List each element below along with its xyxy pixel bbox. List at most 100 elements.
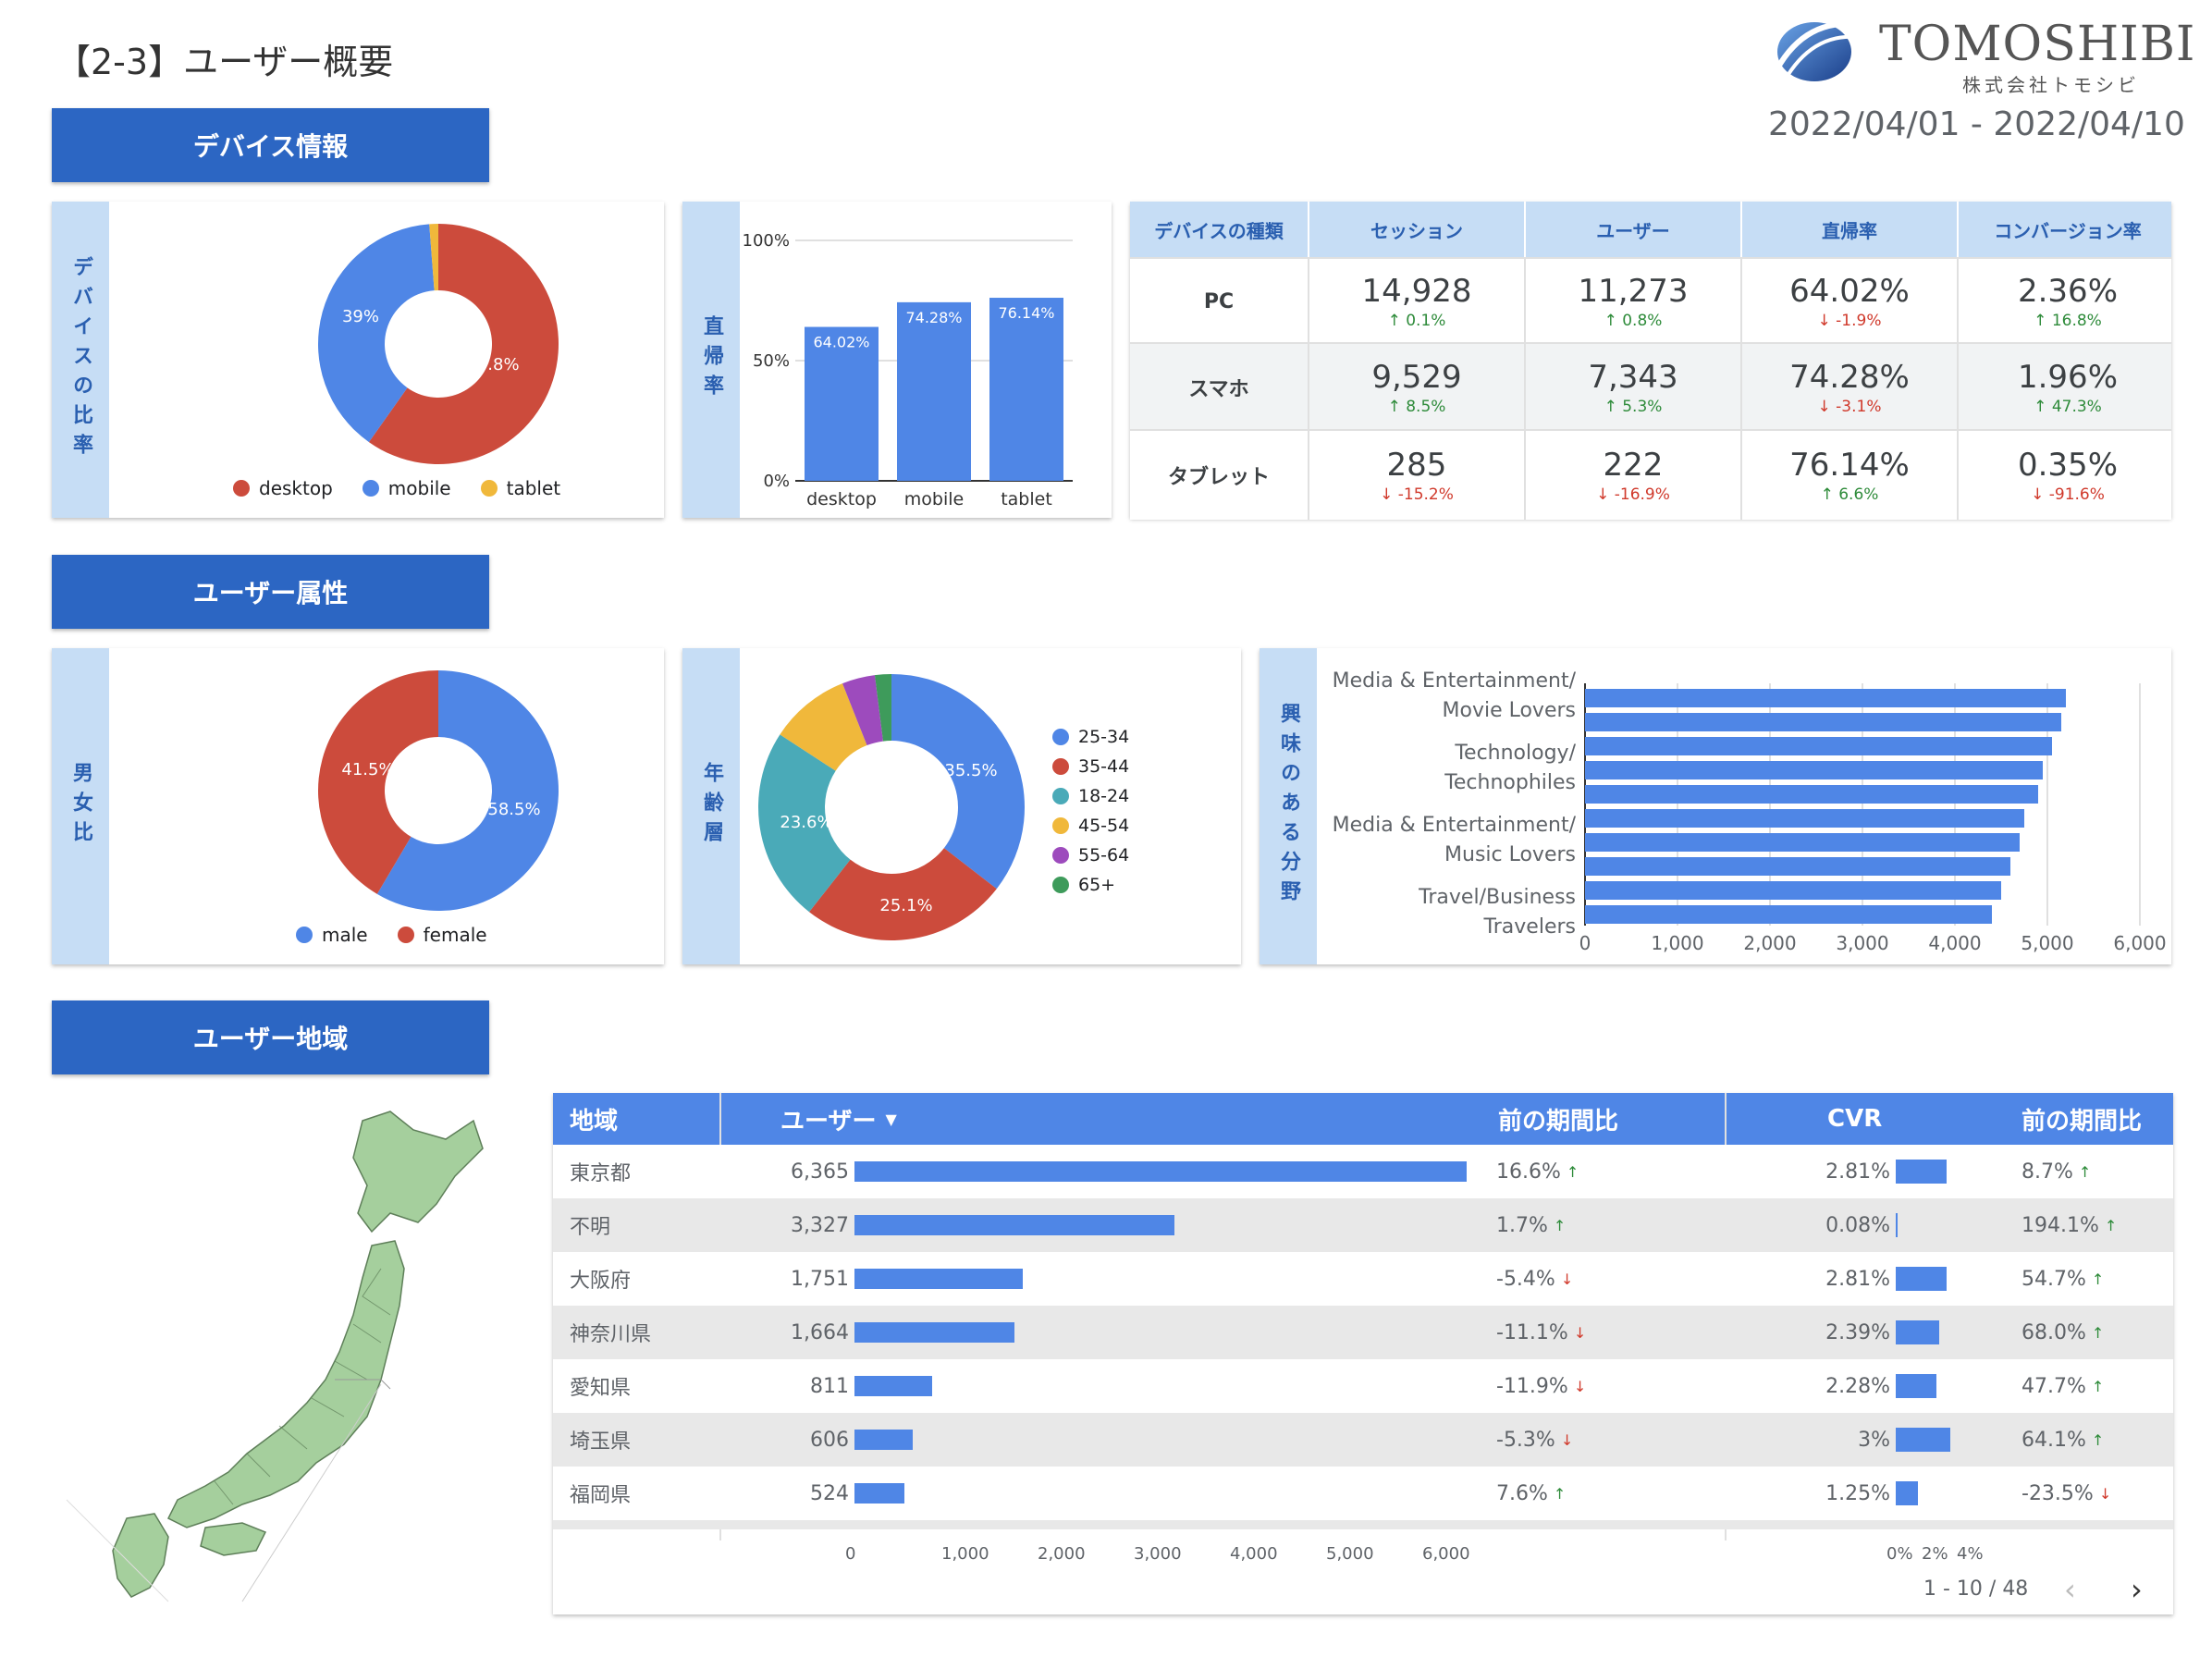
- device-table-row[interactable]: タブレット 285 ↓ -15.2% 222 ↓ -16.9% 76.14% ↑ 6.6% 0…: [1130, 429, 2171, 520]
- col-region-prev2[interactable]: 前の期間比: [2022, 1107, 2143, 1135]
- legend-item[interactable]: tablet: [480, 477, 560, 499]
- region-users-value: 606: [810, 1428, 849, 1452]
- col-region[interactable]: 地域: [570, 1107, 619, 1135]
- device-pie-chart[interactable]: 59.8% 39%: [109, 202, 664, 470]
- pie-slice[interactable]: [318, 224, 435, 443]
- region-cvr-value: 2.39%: [1825, 1320, 1890, 1344]
- bar[interactable]: [989, 298, 1063, 481]
- bar[interactable]: [1585, 785, 2038, 804]
- users-bar[interactable]: [854, 1376, 933, 1396]
- japan-map[interactable]: [48, 1084, 529, 1620]
- col-region-prev[interactable]: 前の期間比: [1498, 1107, 1619, 1135]
- users-bar[interactable]: [854, 1269, 1024, 1289]
- bar[interactable]: [1585, 737, 2052, 755]
- col-users[interactable]: ユーザー: [1526, 202, 1742, 257]
- pie-slice[interactable]: [376, 670, 559, 911]
- bar[interactable]: [1585, 761, 2043, 779]
- legend-item[interactable]: mobile: [362, 477, 451, 499]
- legend-item[interactable]: desktop: [233, 477, 333, 499]
- bar[interactable]: [897, 301, 971, 481]
- pie-slice[interactable]: [758, 734, 851, 913]
- legend-item[interactable]: 18-24: [1052, 781, 1129, 811]
- region-row[interactable]: 埼玉県 606 -5.3% ↓ 3% 64.1% ↑: [553, 1413, 2173, 1467]
- users-axis-tick: 0: [845, 1544, 856, 1564]
- bar[interactable]: [1585, 881, 2001, 900]
- legend-item[interactable]: 35-44: [1052, 752, 1129, 781]
- cvr-bar[interactable]: [1896, 1320, 1939, 1344]
- pie-slice[interactable]: [318, 670, 438, 894]
- legend-item[interactable]: 25-34: [1052, 722, 1129, 752]
- bar[interactable]: [1585, 713, 2061, 731]
- cvr-bar[interactable]: [1896, 1428, 1950, 1452]
- x-tick: 2,000: [1743, 932, 1796, 954]
- pie-slice[interactable]: [874, 674, 891, 742]
- col-region-users[interactable]: ユーザー ▼: [780, 1107, 897, 1135]
- cvr-bar[interactable]: [1896, 1160, 1947, 1184]
- legend-item[interactable]: 55-64: [1052, 841, 1129, 870]
- region-row[interactable]: 福岡県 524 7.6% ↑ 1.25% -23.5% ↓: [553, 1467, 2173, 1520]
- gender-pie-chart[interactable]: 58.5% 41.5%: [109, 648, 664, 916]
- pie-slice[interactable]: [891, 674, 1025, 890]
- region-cvr-value: 0.08%: [1825, 1213, 1890, 1237]
- legend-dot-icon: [362, 480, 379, 497]
- pie-slice[interactable]: [429, 224, 438, 291]
- cvr-bar[interactable]: [1896, 1374, 1937, 1398]
- bar[interactable]: [1585, 833, 2020, 852]
- bar[interactable]: [1585, 809, 2024, 828]
- legend-item[interactable]: 45-54: [1052, 811, 1129, 841]
- logo-mark-icon: [1767, 20, 1858, 88]
- cvr-bar[interactable]: [1896, 1267, 1947, 1291]
- pie-label: 23.6%: [780, 813, 832, 832]
- region-row[interactable]: 不明 3,327 1.7% ↑ 0.08% 194.1% ↑: [553, 1198, 2173, 1252]
- users-bar[interactable]: [854, 1322, 1015, 1343]
- col-conversion[interactable]: コンバージョン率: [1994, 219, 2142, 242]
- cvr-bar[interactable]: [1896, 1481, 1919, 1505]
- map-shikoku: [200, 1522, 267, 1556]
- pie-slice[interactable]: [780, 683, 867, 771]
- legend-item[interactable]: male: [296, 924, 368, 946]
- users-bar[interactable]: [854, 1430, 914, 1450]
- date-range[interactable]: 2022/04/01 - 2022/04/10: [1768, 105, 2185, 143]
- region-row[interactable]: 神奈川県 1,664 -11.1% ↓ 2.39% 68.0% ↑: [553, 1306, 2173, 1359]
- bar[interactable]: [1585, 689, 2066, 707]
- pie-slice[interactable]: [809, 848, 997, 940]
- arrow-down-icon: ↓: [1573, 1323, 1587, 1342]
- bar[interactable]: [1585, 905, 1992, 924]
- device-table-row[interactable]: PC 14,928 ↑ 0.1% 11,273 ↑ 0.8% 64.02% ↓ -1.9% 2…: [1130, 257, 2171, 344]
- cvr-bar[interactable]: [1896, 1213, 1898, 1237]
- legend-item[interactable]: female: [397, 924, 487, 946]
- users-axis-tick: 5,000: [1326, 1544, 1374, 1564]
- next-page-button[interactable]: ›: [2131, 1572, 2143, 1607]
- region-prev-change: 16.6% ↑: [1496, 1160, 1579, 1184]
- users-bar[interactable]: [854, 1215, 1175, 1235]
- pie-slice[interactable]: [368, 224, 559, 464]
- users-axis-tick: 6,000: [1422, 1544, 1470, 1564]
- interest-bar-chart[interactable]: 0 1,000 2,000 3,000 4,000 5,000 6,000 Media & E…: [1317, 648, 2171, 964]
- bounce-bar-chart[interactable]: 100% 50% 0% 64.02% 74.28% 76.14% desktop m…: [740, 202, 1112, 518]
- region-row[interactable]: 大阪府 1,751 -5.4% ↓ 2.81% 54.7% ↑: [553, 1252, 2173, 1306]
- bar[interactable]: [1585, 857, 2010, 876]
- y-category-label: Media & Entertainment/: [1333, 669, 1577, 693]
- region-row[interactable]: 東京都 6,365 16.6% ↑ 2.81% 8.7% ↑: [553, 1145, 2173, 1198]
- users-bar[interactable]: [854, 1161, 1467, 1182]
- device-table-row[interactable]: スマホ 9,529 ↑ 8.5% 7,343 ↑ 5.3% 74.28% ↓ -3.1% 1.…: [1130, 342, 2171, 431]
- region-prev-change: -5.4% ↓: [1496, 1267, 1574, 1291]
- pie-slice[interactable]: [842, 675, 883, 746]
- col-bounce[interactable]: 直帰率: [1742, 202, 1959, 257]
- bar[interactable]: [805, 326, 879, 481]
- sort-desc-icon[interactable]: ▼: [885, 1110, 897, 1128]
- col-sessions[interactable]: セッション: [1309, 202, 1526, 257]
- users-bar[interactable]: [854, 1483, 905, 1504]
- metric-change: ↑ 6.6%: [1820, 485, 1879, 504]
- region-name: 愛知県: [570, 1377, 632, 1400]
- x-tick: 6,000: [2113, 932, 2166, 954]
- interest-card: 興味のある分野 0 1,000 2,000 3,000 4,000 5,000 6,000 M…: [1260, 648, 2171, 964]
- col-device-type[interactable]: デバイスの種類: [1130, 202, 1309, 257]
- age-pie-chart[interactable]: 35.5% 25.1% 23.6%: [740, 648, 1239, 964]
- col-region-cvr[interactable]: CVR: [1827, 1105, 1883, 1133]
- arrow-down-icon: ↓: [1560, 1270, 1574, 1288]
- pie-label: 58.5%: [487, 800, 540, 819]
- legend-item[interactable]: 65+: [1052, 870, 1129, 900]
- region-row[interactable]: 愛知県 811 -11.9% ↓ 2.28% 47.7% ↑: [553, 1359, 2173, 1413]
- prev-page-button[interactable]: ‹: [2064, 1572, 2076, 1607]
